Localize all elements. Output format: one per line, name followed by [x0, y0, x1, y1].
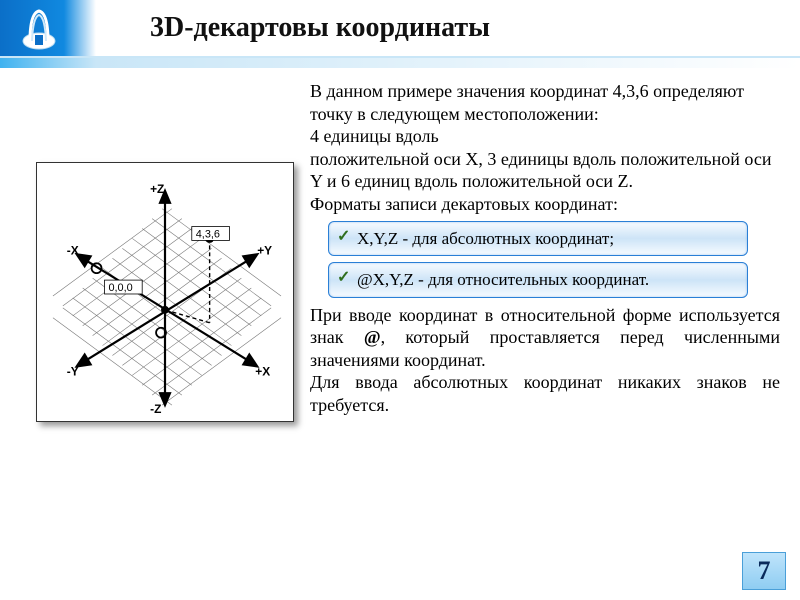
- paragraph-intro-3: положительной оси X, 3 единицы вдоль пол…: [310, 148, 780, 193]
- page-title: 3D-декартовы координаты: [150, 12, 490, 44]
- header-subband: [0, 58, 800, 68]
- paragraph-intro-2: 4 единицы вдоль: [310, 125, 780, 148]
- axis-label-minus-z: -Z: [150, 402, 161, 415]
- at-symbol: @: [364, 327, 381, 347]
- callout-relative-text: @X,Y,Z - для относительных координат.: [357, 270, 649, 289]
- logo-emblem: [18, 5, 60, 53]
- point-label: 4,3,6: [196, 228, 220, 240]
- paragraph-relative-post: , который проставляется перед численными…: [310, 327, 780, 370]
- paragraph-formats: Форматы записи декартовых координат:: [310, 193, 780, 216]
- callout-absolute-text: X,Y,Z - для абсолютных координат;: [357, 229, 614, 248]
- origin-label: 0,0,0: [108, 282, 132, 294]
- axis-label-plus-y: +Y: [257, 243, 272, 257]
- content-area: +Z -Z +Y -Y +X -X 4,3,6 0,0,0 В данном п…: [0, 74, 800, 600]
- axis-label-minus-y: -Y: [67, 364, 79, 378]
- paragraph-intro-1: В данном примере значения координат 4,3,…: [310, 80, 780, 125]
- header-band: 3D-декартовы координаты: [0, 0, 800, 58]
- page-number: 7: [742, 552, 786, 590]
- axis-label-minus-x: -X: [67, 243, 79, 257]
- text-column: В данном примере значения координат 4,3,…: [310, 80, 780, 416]
- axis-label-plus-z: +Z: [150, 182, 164, 196]
- coordinate-figure: +Z -Z +Y -Y +X -X 4,3,6 0,0,0: [36, 162, 294, 422]
- axis-label-plus-x: +X: [255, 364, 270, 378]
- callout-absolute: X,Y,Z - для абсолютных координат;: [328, 221, 748, 256]
- paragraph-absolute: Для ввода абсолютных координат никаких з…: [310, 371, 780, 416]
- callout-relative: @X,Y,Z - для относительных координат.: [328, 262, 748, 297]
- paragraph-relative: При вводе координат в относительной форм…: [310, 304, 780, 372]
- coordinate-figure-svg: +Z -Z +Y -Y +X -X 4,3,6 0,0,0: [43, 169, 287, 415]
